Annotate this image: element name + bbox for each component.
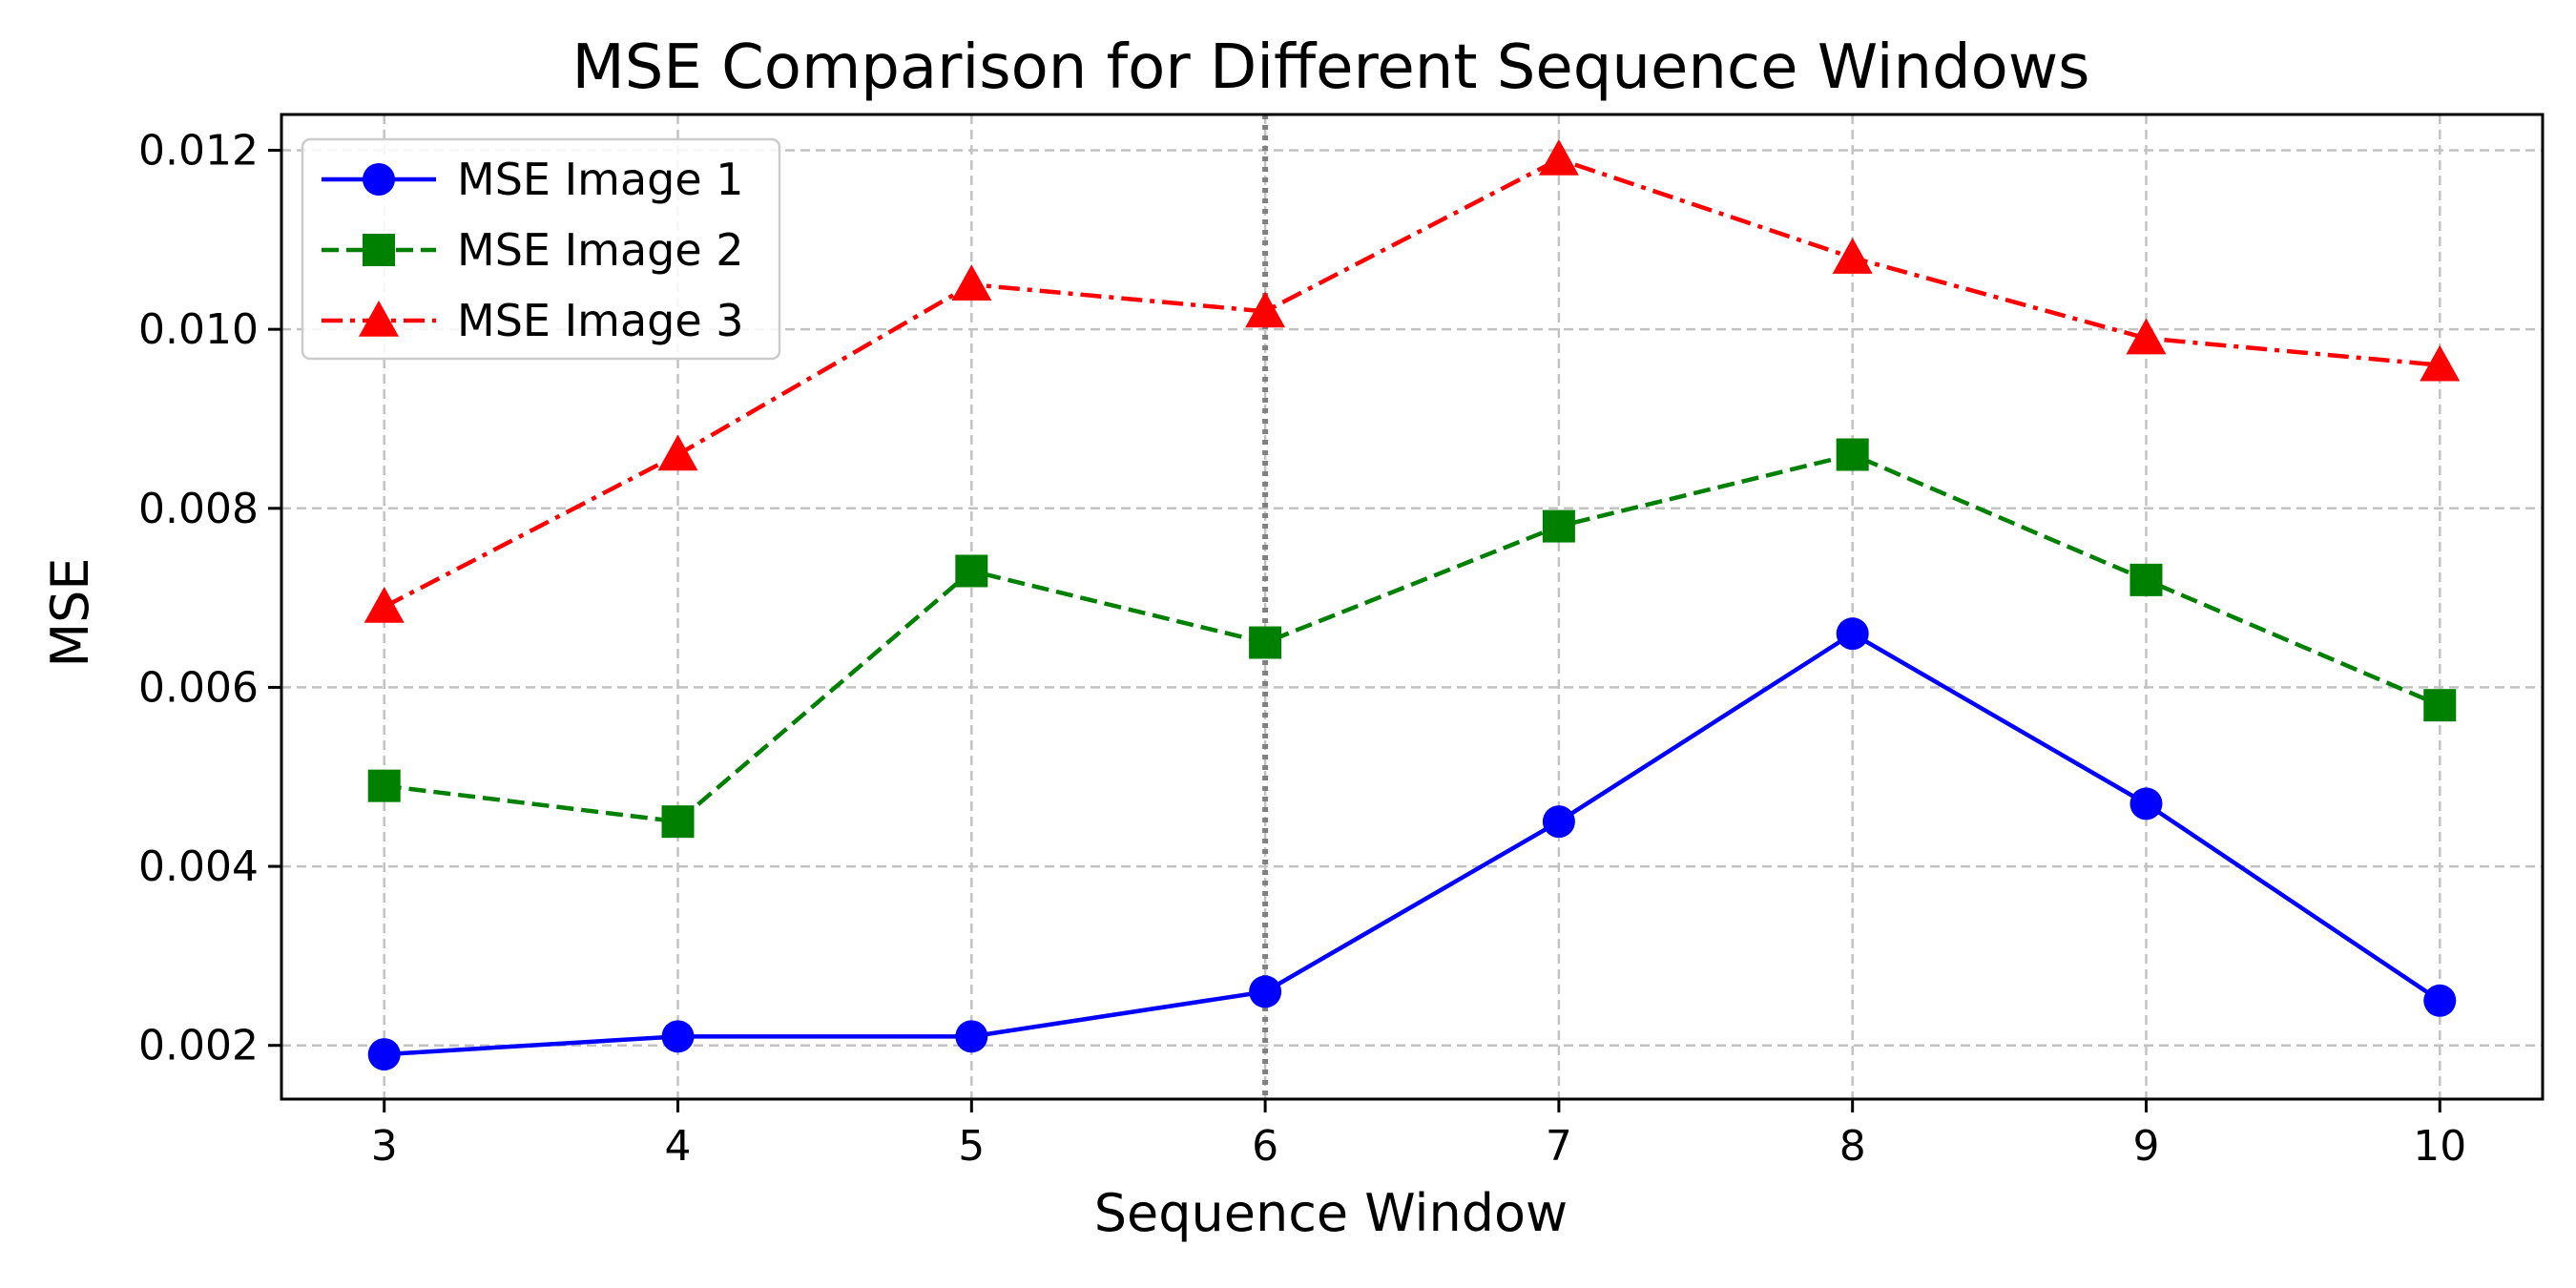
data-point (661, 1020, 695, 1053)
data-point (2420, 344, 2461, 382)
plot-frame (280, 113, 2545, 1101)
data-point (955, 1020, 988, 1053)
series-2-line (384, 452, 2441, 824)
y-tick-label: 0.010 (138, 305, 259, 354)
legend-marker (359, 301, 399, 337)
legend-label: MSE Image 1 (457, 154, 744, 205)
data-point (2423, 984, 2457, 1017)
data-point (951, 264, 992, 301)
x-tick-label: 6 (1252, 1122, 1278, 1171)
legend-label: MSE Image 3 (457, 295, 744, 346)
data-point (1836, 617, 1869, 651)
series-3-line (383, 156, 2441, 609)
data-point (955, 554, 988, 588)
grid-lines (281, 114, 2543, 1099)
x-tick-label: 8 (1839, 1122, 1866, 1171)
chart-title: MSE Comparison for Different Sequence Wi… (571, 32, 2089, 103)
data-point (2126, 318, 2167, 355)
x-tick-label: 10 (2413, 1122, 2466, 1171)
legend-marker (363, 163, 395, 196)
y-axis-label: MSE (40, 558, 100, 668)
y-tick-label: 0.006 (138, 663, 259, 712)
data-point (367, 1038, 401, 1071)
data-point (1542, 805, 1575, 839)
legend-entry: MSE Image 1 (322, 154, 744, 205)
x-axis-ticks: 3 4 5 6 7 8 9 10 (371, 1099, 2466, 1171)
x-axis-label: Sequence Window (1094, 1183, 1568, 1243)
legend-label: MSE Image 2 (457, 224, 744, 276)
legend-marker (363, 234, 395, 266)
x-tick-label: 4 (665, 1122, 692, 1171)
y-tick-label: 0.002 (138, 1022, 259, 1070)
data-point (1249, 975, 1282, 1008)
data-point (1538, 138, 1579, 176)
y-tick-label: 0.008 (138, 485, 259, 533)
data-point (1542, 509, 1575, 543)
y-tick-label: 0.012 (138, 127, 259, 176)
data-point (1836, 438, 1869, 471)
series-3 (364, 138, 2461, 623)
data-point (1245, 291, 1286, 328)
legend-entry: MSE Image 2 (322, 224, 744, 276)
data-point (2129, 787, 2163, 821)
y-axis-ticks: 0.002 0.004 0.006 0.008 0.010 0.012 (138, 127, 281, 1070)
data-point (2423, 689, 2457, 722)
data-point (1832, 238, 1873, 274)
data-point (364, 587, 405, 623)
x-tick-label: 7 (1546, 1122, 1572, 1171)
series-1-line (384, 631, 2441, 1057)
series-1 (367, 617, 2457, 1071)
y-tick-label: 0.004 (138, 842, 259, 891)
data-point (1249, 626, 1282, 659)
legend: MSE Image 1 MSE Image 2 MSE Image 3 (301, 137, 781, 361)
x-tick-label: 3 (371, 1122, 398, 1171)
legend-box (301, 137, 781, 361)
legend-entry: MSE Image 3 (322, 295, 744, 346)
data-point (657, 434, 698, 471)
series-2 (367, 438, 2457, 839)
plot-area: 3 4 5 6 7 8 9 10 0.002 0.004 0.006 0.008 0.010 0.012 M… (138, 113, 2545, 1171)
data-point (2129, 563, 2163, 596)
data-point (367, 769, 401, 802)
x-tick-label: 5 (958, 1122, 985, 1171)
data-point (661, 805, 695, 839)
x-tick-label: 9 (2132, 1122, 2159, 1171)
